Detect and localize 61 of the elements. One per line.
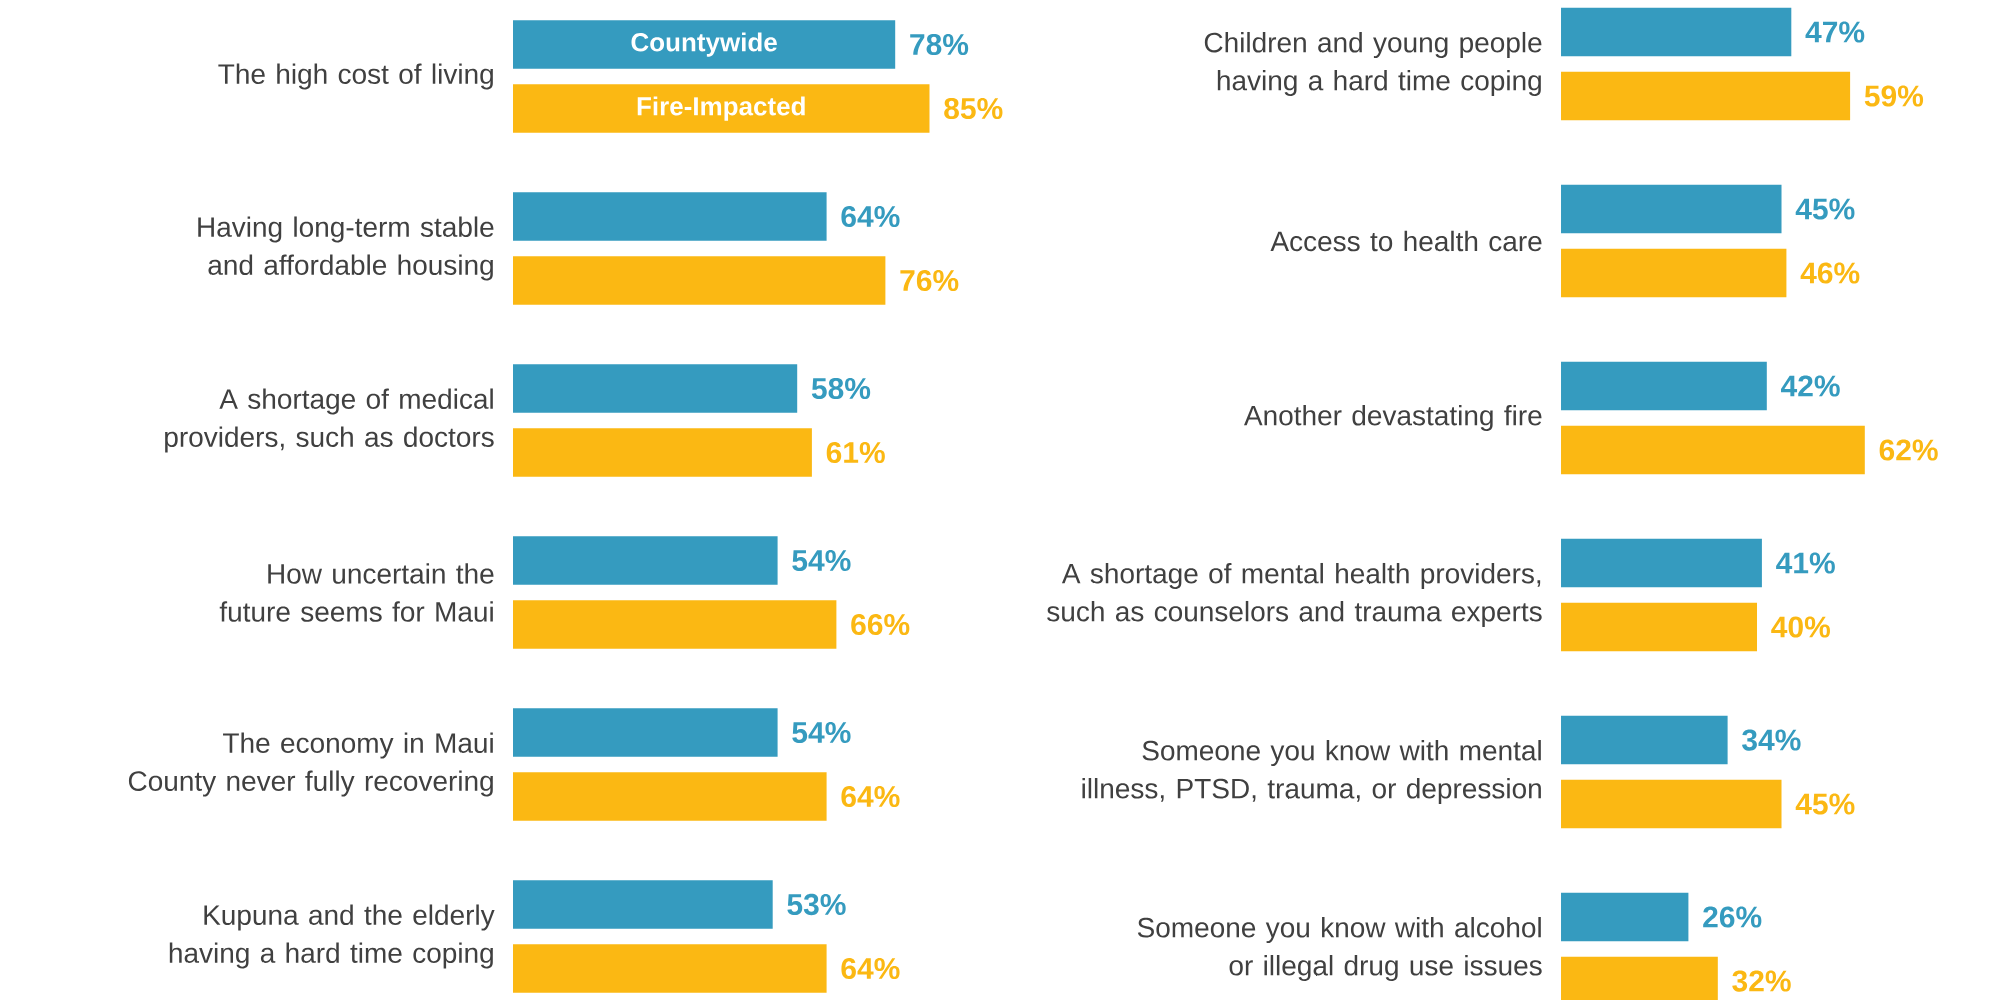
data-label: 41% <box>1776 552 1835 574</box>
bar <box>513 192 827 241</box>
series-label: Countywide <box>631 32 777 57</box>
bar <box>513 880 773 929</box>
y-tick-label: A shortage of mental health providers, such as counselors and trauma experts <box>1047 562 1542 628</box>
bar <box>513 364 798 413</box>
y-tick-label: Having long-term stable and affordable housing <box>198 216 494 281</box>
bar <box>1561 425 1865 475</box>
bar <box>513 428 812 477</box>
bar <box>513 600 837 649</box>
bar <box>513 708 778 757</box>
bar <box>513 944 827 993</box>
data-label: 85% <box>944 97 1003 120</box>
data-label: 32% <box>1732 970 1791 992</box>
data-label: 64% <box>841 205 900 228</box>
data-label: 54% <box>792 549 851 572</box>
series-label: Fire-Impacted <box>637 96 805 121</box>
data-label: 40% <box>1771 616 1830 638</box>
data-label: 46% <box>1800 262 1860 284</box>
y-tick-label: The economy in Maui County never fully recovering <box>128 732 493 797</box>
data-label: 58% <box>811 377 871 400</box>
data-label: 78% <box>910 33 969 56</box>
data-label: 47% <box>1805 21 1865 43</box>
data-label: 64% <box>841 785 900 808</box>
data-label: 42% <box>1781 375 1840 397</box>
bar <box>513 20 896 69</box>
y-tick-label: The high cost of living <box>218 63 493 90</box>
data-label: 45% <box>1795 793 1855 815</box>
y-tick-label: Someone you know with mental illness, PTSD, trauma, or depression <box>1082 739 1541 805</box>
data-label: 34% <box>1742 729 1801 751</box>
bar <box>1561 361 1767 411</box>
data-label: 45% <box>1795 198 1855 220</box>
y-tick-label: How uncertain the future seems for Maui <box>219 563 494 622</box>
bar <box>1561 7 1792 57</box>
y-tick-label: Another devastating fire <box>1243 404 1542 432</box>
data-label: 53% <box>787 893 846 916</box>
data-label: 76% <box>900 269 959 292</box>
y-tick-label: Kupuna and the elderly having a hard time coping <box>169 904 495 969</box>
bar <box>1561 892 1689 942</box>
bar <box>513 772 827 821</box>
bar <box>1561 248 1787 298</box>
bar <box>513 536 778 585</box>
data-label: 62% <box>1879 439 1938 461</box>
bar <box>1561 779 1782 829</box>
bar <box>513 256 886 305</box>
data-label: 54% <box>792 721 851 744</box>
bar <box>513 84 930 133</box>
data-label: 66% <box>851 613 910 636</box>
y-tick-label: Children and young people having a hard time coping <box>1204 31 1542 97</box>
y-tick-label: Access to health care <box>1270 230 1542 252</box>
bar <box>1561 602 1758 652</box>
y-tick-label: A shortage of medical providers, such as doctors <box>165 388 494 453</box>
data-label: 26% <box>1703 906 1762 928</box>
bar <box>1561 184 1782 234</box>
data-label: 59% <box>1864 85 1924 107</box>
bar <box>1561 538 1762 588</box>
bar <box>1561 71 1851 121</box>
data-label: 64% <box>841 957 900 980</box>
bar <box>1561 715 1728 765</box>
y-tick-label: Someone you know with alcohol or illegal drug use issues <box>1137 916 1542 982</box>
data-label: 61% <box>826 441 885 464</box>
